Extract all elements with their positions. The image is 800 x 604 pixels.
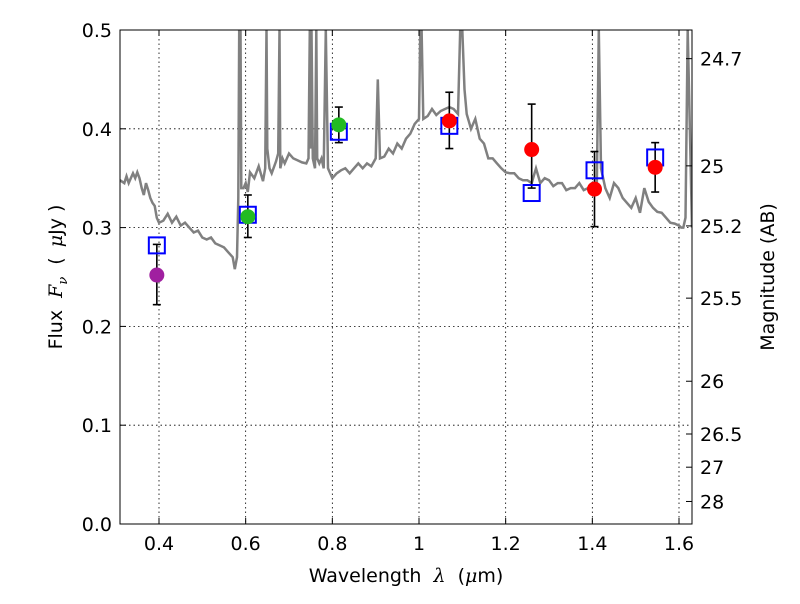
axis-ticks: 0.4 0.6 0.8 1 1.2 1.4 1.6 0.0 0.1 0.2 0.3 0.4 0.5 24.…: [82, 20, 743, 555]
y-tick-label: 0.1: [82, 415, 112, 437]
plot-background: [120, 30, 692, 524]
model-photometry-square: [522, 184, 541, 203]
x-tick-label: 1: [413, 533, 425, 555]
error-bars: [152, 91, 660, 306]
x-tick-label: 1.2: [491, 533, 521, 555]
y-tick-label: 0.0: [82, 514, 112, 536]
observed-flux-point: [149, 267, 165, 283]
observed-flux-markers: [149, 113, 663, 283]
y2-tick-label: 26: [700, 371, 724, 393]
y2-tick-label: 25.2: [700, 216, 742, 238]
y-tick-label: 0.2: [82, 316, 112, 338]
x-tick-label: 1.6: [664, 533, 694, 555]
y2-tick-label: 25: [700, 156, 724, 178]
model-photometry-square: [585, 161, 604, 180]
y2-tick-label: 25.5: [700, 288, 742, 310]
observed-flux-point: [647, 159, 663, 175]
y2-tick-label: 24.7: [700, 49, 742, 71]
plot-frame: [119, 29, 693, 525]
observed-flux-point: [441, 113, 457, 129]
y-axis-label: Flux Fν ( μJy ): [45, 205, 72, 350]
y2-tick-label: 28: [700, 491, 724, 513]
y-tick-label: 0.4: [82, 119, 112, 141]
observed-flux-point: [331, 117, 347, 133]
observed-flux-point: [524, 142, 540, 158]
y-tick-label: 0.5: [82, 20, 112, 42]
model-photometry-square: [147, 236, 166, 255]
y-tick-label: 0.3: [82, 218, 112, 240]
observed-flux-point: [240, 209, 256, 225]
x-tick-label: 0.6: [231, 533, 261, 555]
y2-axis-label: Magnitude (AB): [757, 203, 779, 351]
observed-flux-point: [587, 181, 602, 197]
y2-tick-label: 26.5: [700, 424, 742, 446]
x-tick-label: 0.8: [317, 533, 347, 555]
x-axis-label: Wavelength λ (μm): [309, 565, 504, 587]
x-tick-label: 1.4: [577, 533, 607, 555]
y2-tick-label: 27: [700, 457, 724, 479]
x-tick-label: 0.4: [144, 533, 174, 555]
